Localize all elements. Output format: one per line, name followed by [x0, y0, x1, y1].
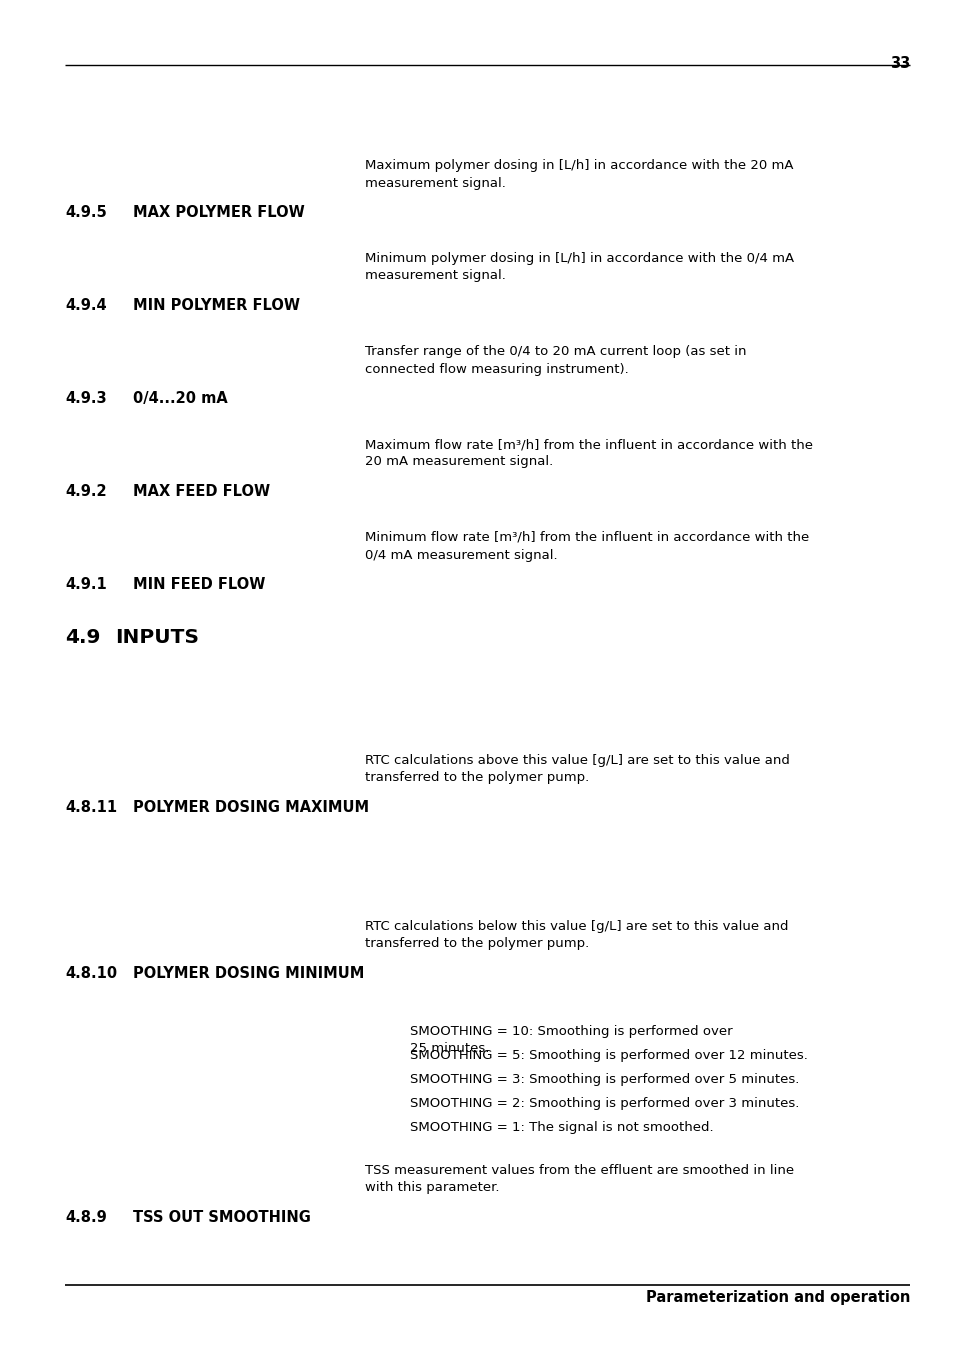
Text: MIN FEED FLOW: MIN FEED FLOW — [132, 576, 265, 593]
Text: SMOOTHING = 2: Smoothing is performed over 3 minutes.: SMOOTHING = 2: Smoothing is performed ov… — [410, 1098, 799, 1110]
Text: Minimum flow rate [m³/h] from the influent in accordance with the
0/4 mA measure: Minimum flow rate [m³/h] from the influe… — [365, 531, 808, 562]
Text: 4.9.3: 4.9.3 — [65, 392, 107, 406]
Text: SMOOTHING = 3: Smoothing is performed over 5 minutes.: SMOOTHING = 3: Smoothing is performed ov… — [410, 1073, 799, 1085]
Text: MIN POLYMER FLOW: MIN POLYMER FLOW — [132, 298, 299, 313]
Text: MAX FEED FLOW: MAX FEED FLOW — [132, 485, 270, 500]
Text: RTC calculations above this value [g/L] are set to this value and
transferred to: RTC calculations above this value [g/L] … — [365, 755, 789, 784]
Text: INPUTS: INPUTS — [115, 628, 199, 647]
Text: 4.8.11: 4.8.11 — [65, 801, 117, 815]
Text: Maximum polymer dosing in [L/h] in accordance with the 20 mA
measurement signal.: Maximum polymer dosing in [L/h] in accor… — [365, 159, 793, 189]
Text: 4.9.4: 4.9.4 — [65, 298, 107, 313]
Text: SMOOTHING = 1: The signal is not smoothed.: SMOOTHING = 1: The signal is not smoothe… — [410, 1120, 713, 1134]
Text: POLYMER DOSING MINIMUM: POLYMER DOSING MINIMUM — [132, 967, 364, 981]
Text: SMOOTHING = 10: Smoothing is performed over
25 minutes.: SMOOTHING = 10: Smoothing is performed o… — [410, 1025, 732, 1056]
Text: 4.8.9: 4.8.9 — [65, 1210, 107, 1224]
Text: TSS measurement values from the effluent are smoothed in line
with this paramete: TSS measurement values from the effluent… — [365, 1164, 793, 1195]
Text: Maximum flow rate [m³/h] from the influent in accordance with the
20 mA measurem: Maximum flow rate [m³/h] from the influe… — [365, 437, 812, 468]
Text: SMOOTHING = 5: Smoothing is performed over 12 minutes.: SMOOTHING = 5: Smoothing is performed ov… — [410, 1049, 807, 1062]
Text: TSS OUT SMOOTHING: TSS OUT SMOOTHING — [132, 1210, 311, 1224]
Text: Transfer range of the 0/4 to 20 mA current loop (as set in
connected flow measur: Transfer range of the 0/4 to 20 mA curre… — [365, 346, 745, 375]
Text: MAX POLYMER FLOW: MAX POLYMER FLOW — [132, 205, 304, 220]
Text: Minimum polymer dosing in [L/h] in accordance with the 0/4 mA
measurement signal: Minimum polymer dosing in [L/h] in accor… — [365, 252, 793, 282]
Text: 4.8.10: 4.8.10 — [65, 967, 117, 981]
Text: 33: 33 — [889, 55, 909, 72]
Text: 4.9.2: 4.9.2 — [65, 485, 107, 500]
Text: RTC calculations below this value [g/L] are set to this value and
transferred to: RTC calculations below this value [g/L] … — [365, 919, 788, 950]
Text: 4.9: 4.9 — [65, 628, 100, 647]
Text: Parameterization and operation: Parameterization and operation — [645, 1291, 909, 1305]
Text: POLYMER DOSING MAXIMUM: POLYMER DOSING MAXIMUM — [132, 801, 369, 815]
Text: 4.9.5: 4.9.5 — [65, 205, 107, 220]
Text: 0/4...20 mA: 0/4...20 mA — [132, 392, 228, 406]
Text: 4.9.1: 4.9.1 — [65, 576, 107, 593]
